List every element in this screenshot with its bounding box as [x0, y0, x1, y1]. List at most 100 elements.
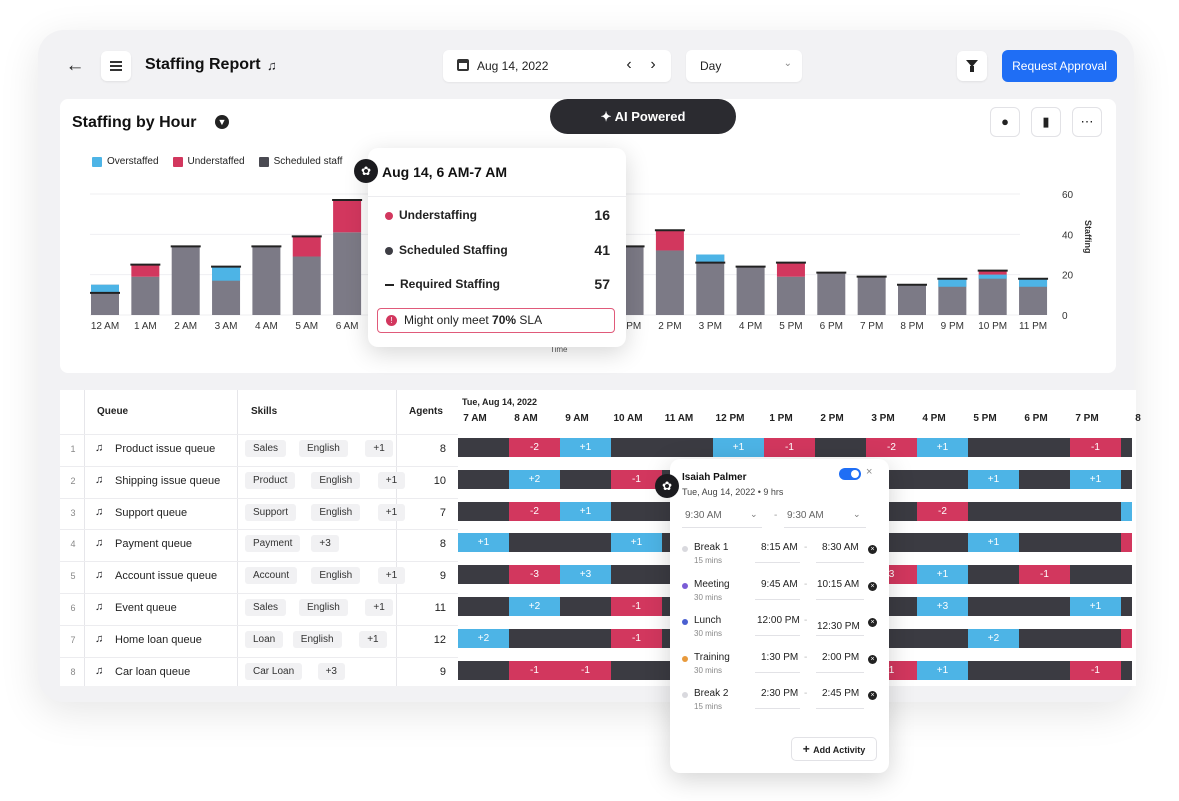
chevron-right-icon[interactable]: ›	[650, 56, 656, 73]
staffing-cell[interactable]	[1121, 533, 1132, 553]
staffing-cell[interactable]: +1	[917, 660, 968, 680]
staffing-cell[interactable]: -1	[1070, 438, 1121, 457]
skill-tag[interactable]: +1	[377, 503, 406, 521]
staffing-cell[interactable]: +1	[917, 565, 968, 585]
staffing-cell[interactable]	[458, 438, 509, 457]
queue-name[interactable]: Account issue queue	[115, 570, 218, 583]
staffing-cell[interactable]: -1	[1019, 565, 1070, 585]
staffing-cell[interactable]: -1	[611, 469, 662, 489]
remove-activity-icon[interactable]: ×	[868, 618, 877, 627]
staffing-cell[interactable]: -2	[509, 438, 560, 457]
agent-active-toggle[interactable]	[839, 468, 861, 480]
staffing-cell[interactable]: -1	[611, 628, 662, 648]
staffing-cell[interactable]: +1	[611, 533, 662, 553]
staffing-cell[interactable]	[1121, 628, 1132, 648]
staffing-cell[interactable]	[458, 597, 509, 616]
staffing-cell[interactable]: +1	[1070, 597, 1121, 616]
staffing-cell[interactable]: -2	[917, 501, 968, 521]
column-header-agents[interactable]: Agents	[409, 406, 443, 417]
staffing-cell[interactable]	[968, 438, 1019, 457]
staffing-cell[interactable]	[560, 628, 611, 648]
staffing-cell[interactable]	[968, 501, 1019, 521]
staffing-cell[interactable]: +1	[917, 438, 968, 457]
staffing-cell[interactable]	[560, 597, 611, 616]
remove-activity-icon[interactable]: ×	[868, 581, 877, 591]
staffing-cell[interactable]	[917, 469, 968, 489]
legend-item-overstaffed[interactable]: Overstaffed	[92, 156, 159, 167]
filter-button[interactable]	[957, 51, 987, 81]
activity-start-time[interactable]: 9:45 AM	[761, 578, 798, 590]
staffing-cell[interactable]: -1	[509, 660, 560, 680]
chart-title-badge-icon[interactable]: ▼	[215, 115, 229, 129]
queue-name[interactable]: Support queue	[115, 506, 188, 519]
staffing-cell[interactable]	[458, 501, 509, 521]
request-approval-button[interactable]: Request Approval	[1002, 50, 1117, 82]
staffing-cell[interactable]	[458, 660, 509, 680]
activity-end-time[interactable]: 2:00 PM	[822, 651, 860, 663]
staffing-cell[interactable]	[662, 438, 713, 457]
staffing-cell[interactable]	[1019, 469, 1070, 489]
staffing-cell[interactable]: -1	[764, 438, 815, 457]
skill-tag[interactable]: English	[311, 567, 361, 585]
skill-tag[interactable]: English	[311, 503, 361, 521]
staffing-cell[interactable]: +2	[968, 628, 1019, 648]
granularity-select[interactable]: Day ⌄	[686, 50, 802, 82]
shift-end-select[interactable]: 9:30 AM	[787, 510, 824, 521]
staffing-cell[interactable]	[1019, 628, 1070, 648]
close-icon[interactable]: ×	[866, 466, 873, 478]
activity-end-time[interactable]: 2:45 PM	[822, 688, 860, 699]
staffing-cell[interactable]: +1	[968, 533, 1019, 553]
staffing-cell[interactable]: -3	[509, 565, 560, 585]
chevron-down-icon[interactable]: ⌄	[853, 509, 861, 519]
skill-tag[interactable]: English	[299, 599, 348, 616]
chevron-down-icon[interactable]: ⌄	[750, 509, 758, 519]
queue-name[interactable]: Shipping issue queue	[115, 474, 221, 487]
staffing-cell[interactable]	[458, 565, 509, 585]
skill-tag[interactable]: +1	[365, 440, 393, 457]
staffing-cell[interactable]: +3	[917, 597, 968, 616]
staffing-cell[interactable]: +1	[1070, 469, 1121, 489]
staffing-cell[interactable]	[611, 438, 662, 457]
skill-tag[interactable]: Account	[245, 567, 298, 585]
bar-chart-button[interactable]: ▮	[1031, 107, 1061, 137]
staffing-cell[interactable]: -2	[866, 438, 917, 457]
staffing-cell[interactable]: +1	[713, 438, 764, 457]
skill-tag[interactable]: +3	[311, 535, 339, 553]
staffing-cell[interactable]: +1	[560, 438, 611, 457]
staffing-cell[interactable]	[917, 628, 968, 648]
shift-start-select[interactable]: 9:30 AM	[685, 510, 722, 521]
add-activity-button[interactable]: + Add Activity	[791, 737, 877, 761]
staffing-cell[interactable]: -2	[509, 501, 560, 521]
staffing-cell[interactable]	[1019, 533, 1070, 553]
lightbulb-button[interactable]: ●	[990, 107, 1020, 137]
queue-name[interactable]: Car loan queue	[115, 665, 191, 678]
skill-tag[interactable]: English	[311, 471, 361, 489]
staffing-cell[interactable]	[1019, 501, 1070, 521]
staffing-cell[interactable]	[1070, 628, 1121, 648]
staffing-cell[interactable]: +1	[458, 533, 509, 553]
skill-tag[interactable]: Loan	[245, 630, 284, 648]
staffing-cell[interactable]	[815, 438, 866, 457]
skill-tag[interactable]: Sales	[245, 599, 287, 616]
staffing-cell[interactable]	[1070, 533, 1121, 553]
skill-tag[interactable]: +3	[317, 662, 345, 680]
staffing-cell[interactable]	[1019, 597, 1070, 616]
remove-activity-icon[interactable]: ×	[868, 545, 877, 554]
activity-start-time[interactable]: 12:00 PM	[757, 615, 800, 626]
staffing-cell[interactable]: +1	[968, 469, 1019, 489]
legend-item-scheduled[interactable]: Scheduled staff	[258, 156, 342, 167]
staffing-cell[interactable]	[611, 501, 662, 521]
queue-name[interactable]: Product issue queue	[115, 443, 216, 455]
staffing-cell[interactable]	[560, 469, 611, 489]
staffing-cell[interactable]	[1019, 660, 1070, 680]
skill-tag[interactable]: +1	[365, 599, 393, 616]
activity-start-time[interactable]: 8:15 AM	[761, 542, 798, 553]
ai-powered-badge[interactable]: ✦ AI Powered	[550, 99, 736, 134]
remove-activity-icon[interactable]: ×	[868, 654, 877, 664]
activity-end-time[interactable]: 8:30 AM	[822, 542, 859, 553]
skill-tag[interactable]: +1	[377, 471, 406, 489]
skill-tag[interactable]: Sales	[245, 440, 287, 457]
staffing-cell[interactable]	[509, 533, 560, 553]
staffing-cell[interactable]	[611, 660, 662, 680]
staffing-cell[interactable]: -1	[1070, 660, 1121, 680]
